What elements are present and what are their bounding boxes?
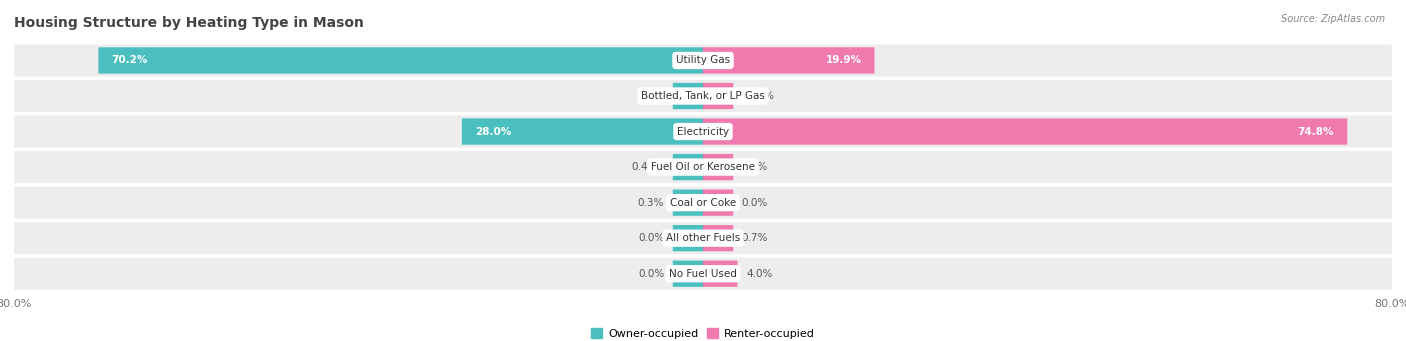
FancyBboxPatch shape [703, 118, 1347, 145]
FancyBboxPatch shape [703, 83, 733, 109]
Legend: Owner-occupied, Renter-occupied: Owner-occupied, Renter-occupied [586, 324, 820, 341]
Text: Utility Gas: Utility Gas [676, 56, 730, 65]
Text: 0.7%: 0.7% [742, 233, 768, 243]
Text: 0.62%: 0.62% [742, 91, 775, 101]
Text: 0.47%: 0.47% [631, 162, 664, 172]
Text: 1.1%: 1.1% [638, 91, 664, 101]
Text: 28.0%: 28.0% [475, 127, 510, 136]
FancyBboxPatch shape [98, 47, 703, 74]
Text: Coal or Coke: Coal or Coke [669, 198, 737, 208]
FancyBboxPatch shape [703, 225, 733, 251]
FancyBboxPatch shape [14, 258, 1392, 290]
Text: All other Fuels: All other Fuels [666, 233, 740, 243]
Text: Electricity: Electricity [676, 127, 730, 136]
Text: 70.2%: 70.2% [111, 56, 148, 65]
FancyBboxPatch shape [703, 190, 733, 216]
Text: 0.0%: 0.0% [742, 198, 768, 208]
FancyBboxPatch shape [14, 187, 1392, 219]
FancyBboxPatch shape [461, 118, 703, 145]
FancyBboxPatch shape [703, 154, 733, 180]
FancyBboxPatch shape [673, 225, 703, 251]
FancyBboxPatch shape [673, 190, 703, 216]
Text: Housing Structure by Heating Type in Mason: Housing Structure by Heating Type in Mas… [14, 16, 364, 30]
Text: 19.9%: 19.9% [825, 56, 862, 65]
Text: Source: ZipAtlas.com: Source: ZipAtlas.com [1281, 14, 1385, 24]
FancyBboxPatch shape [14, 151, 1392, 183]
FancyBboxPatch shape [673, 261, 703, 287]
Text: Fuel Oil or Kerosene: Fuel Oil or Kerosene [651, 162, 755, 172]
FancyBboxPatch shape [673, 154, 703, 180]
Text: No Fuel Used: No Fuel Used [669, 269, 737, 279]
FancyBboxPatch shape [14, 116, 1392, 148]
Text: 0.0%: 0.0% [742, 162, 768, 172]
Text: Bottled, Tank, or LP Gas: Bottled, Tank, or LP Gas [641, 91, 765, 101]
Text: 74.8%: 74.8% [1298, 127, 1334, 136]
FancyBboxPatch shape [673, 83, 703, 109]
Text: 0.0%: 0.0% [638, 233, 664, 243]
FancyBboxPatch shape [703, 261, 738, 287]
Text: 0.3%: 0.3% [638, 198, 664, 208]
FancyBboxPatch shape [703, 47, 875, 74]
FancyBboxPatch shape [14, 44, 1392, 76]
Text: 0.0%: 0.0% [638, 269, 664, 279]
FancyBboxPatch shape [14, 222, 1392, 254]
Text: 4.0%: 4.0% [747, 269, 772, 279]
FancyBboxPatch shape [14, 80, 1392, 112]
